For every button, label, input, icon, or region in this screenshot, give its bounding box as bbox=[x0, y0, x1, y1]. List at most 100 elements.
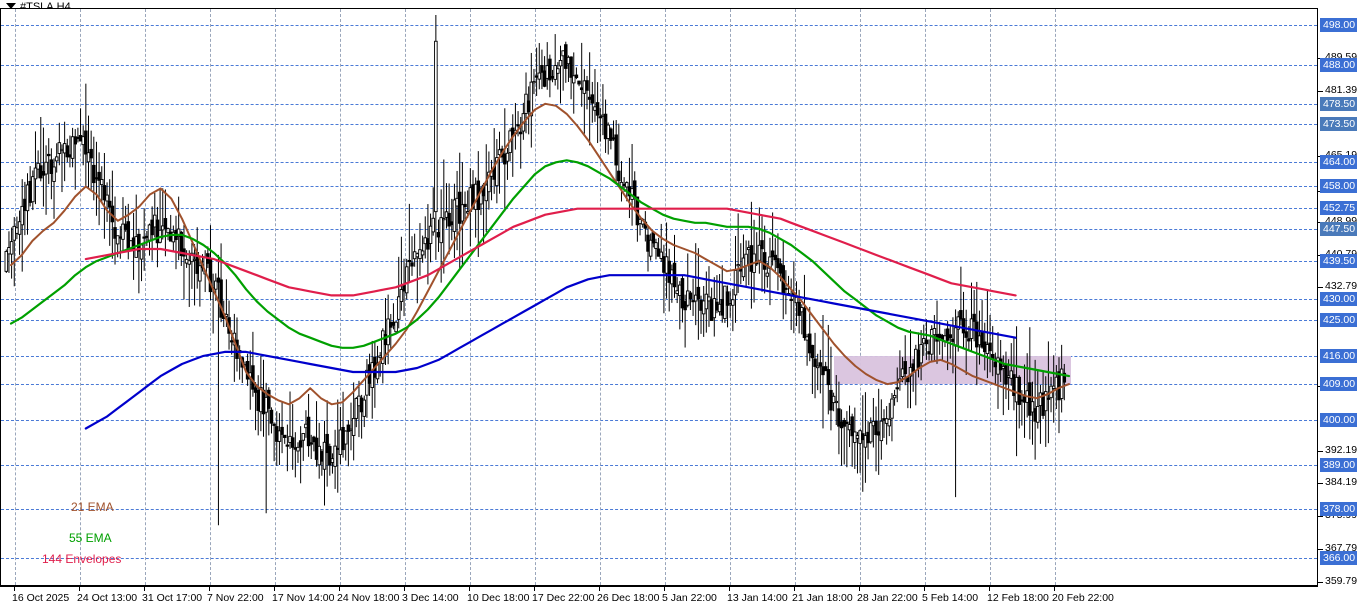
price-level-label[interactable]: 400.00 bbox=[1320, 413, 1358, 428]
gridline-h bbox=[1, 319, 1317, 321]
price-level-label[interactable]: 447.50 bbox=[1320, 221, 1358, 236]
gridline-v bbox=[405, 9, 406, 585]
candlestick bbox=[879, 399, 884, 460]
price-level-label[interactable]: 430.00 bbox=[1320, 292, 1358, 307]
gridline-h bbox=[1, 557, 1317, 559]
chart-plot-area[interactable]: 21 EMA 55 EMA 144 Envelopes bbox=[0, 8, 1318, 586]
series-55-ema bbox=[9, 159, 1071, 378]
candlestick bbox=[959, 266, 963, 326]
candlestick bbox=[179, 230, 184, 266]
price-level-label[interactable]: 366.00 bbox=[1320, 550, 1358, 565]
candlestick bbox=[70, 127, 75, 168]
candlestick bbox=[874, 406, 878, 472]
candlestick bbox=[31, 170, 35, 211]
candlestick bbox=[290, 404, 295, 470]
candlestick bbox=[529, 52, 534, 148]
candlestick bbox=[972, 289, 976, 342]
candlestick bbox=[20, 179, 24, 272]
candlestick bbox=[166, 227, 170, 241]
candlestick bbox=[17, 210, 22, 255]
candlestick bbox=[776, 233, 780, 291]
candlestick bbox=[988, 314, 992, 373]
price-level-label[interactable]: 488.00 bbox=[1320, 58, 1358, 73]
candlestick bbox=[158, 188, 162, 244]
price-level-label[interactable]: 378.00 bbox=[1320, 502, 1358, 517]
candlestick bbox=[826, 324, 831, 415]
candlestick bbox=[574, 67, 579, 80]
gridline-h bbox=[1, 65, 1317, 67]
time-axis-tick bbox=[274, 586, 275, 591]
candlestick bbox=[868, 417, 873, 444]
candlestick bbox=[325, 400, 329, 487]
price-level-label[interactable]: 498.00 bbox=[1320, 18, 1358, 33]
chevron-down-icon[interactable] bbox=[6, 3, 16, 9]
candlestick bbox=[813, 332, 817, 399]
price-level-label[interactable]: 439.50 bbox=[1320, 254, 1358, 269]
candlestick bbox=[52, 158, 56, 219]
price-level-label[interactable]: 389.00 bbox=[1320, 457, 1358, 472]
time-axis-label: 26 Dec 18:00 bbox=[597, 592, 660, 604]
price-level-label[interactable]: 478.50 bbox=[1320, 96, 1358, 111]
price-level-label[interactable]: 416.00 bbox=[1320, 348, 1358, 363]
time-axis[interactable]: 16 Oct 2025 24 Oct 13:00 31 Oct 17:00 7 Nov… bbox=[0, 586, 1318, 611]
time-axis-tick bbox=[14, 586, 15, 591]
candlestick bbox=[548, 54, 552, 98]
candlestick bbox=[961, 291, 966, 349]
candlestick bbox=[495, 139, 499, 204]
candlestick bbox=[301, 433, 306, 461]
candlestick bbox=[1004, 351, 1008, 400]
candlestick bbox=[654, 238, 658, 260]
candlestick bbox=[614, 120, 618, 183]
candlestick bbox=[309, 434, 313, 460]
price-level-label[interactable]: 458.00 bbox=[1320, 179, 1358, 194]
time-axis-label: 5 Feb 14:00 bbox=[922, 592, 979, 604]
price-axis-tick bbox=[1318, 287, 1323, 289]
time-axis-label: 24 Oct 13:00 bbox=[77, 592, 138, 604]
candlestick bbox=[789, 278, 793, 330]
time-axis-tick bbox=[859, 586, 860, 591]
candlestick bbox=[784, 270, 788, 315]
candlestick bbox=[100, 166, 104, 203]
price-axis-tick bbox=[1318, 516, 1323, 518]
candlestick bbox=[9, 227, 14, 279]
candlestick bbox=[1036, 369, 1040, 429]
gridline-v bbox=[990, 9, 991, 585]
price-level-label[interactable]: 473.50 bbox=[1320, 116, 1358, 131]
price-axis-tick-label: 359.79 bbox=[1325, 574, 1358, 587]
gridline-v bbox=[80, 9, 81, 585]
candlestick bbox=[648, 233, 653, 261]
candlestick bbox=[585, 75, 589, 110]
candlestick bbox=[540, 49, 544, 90]
candlestick bbox=[296, 442, 300, 463]
candlestick bbox=[484, 144, 488, 233]
candlestick bbox=[282, 434, 287, 444]
candlestick bbox=[688, 290, 693, 311]
gridline-h bbox=[1, 123, 1317, 125]
candlestick bbox=[121, 197, 125, 251]
candlestick bbox=[659, 223, 664, 262]
legend-ema55: 55 EMA bbox=[69, 531, 112, 545]
price-level-label[interactable]: 409.00 bbox=[1320, 377, 1358, 392]
price-axis-tick bbox=[1318, 549, 1323, 551]
price-level-label[interactable]: 464.00 bbox=[1320, 155, 1358, 170]
candlestick bbox=[975, 281, 979, 386]
price-level-label[interactable]: 452.75 bbox=[1320, 200, 1358, 215]
candlestick bbox=[142, 208, 146, 271]
price-axis-tick-label: 432.79 bbox=[1325, 280, 1358, 293]
price-axis[interactable]: 489.59481.39465.19456.59448.99440.79432.… bbox=[1318, 8, 1362, 586]
gridline-h bbox=[1, 299, 1317, 301]
candlestick bbox=[534, 47, 539, 96]
price-level-label[interactable]: 425.00 bbox=[1320, 312, 1358, 327]
candlestick bbox=[105, 182, 109, 222]
price-axis-tick-label: 367.79 bbox=[1325, 542, 1358, 555]
candlestick bbox=[773, 238, 778, 274]
time-axis-label: 21 Jan 18:00 bbox=[792, 592, 853, 604]
candlestick bbox=[404, 258, 409, 300]
candlestick bbox=[582, 69, 587, 134]
candlestick bbox=[617, 123, 621, 186]
candlestick bbox=[407, 203, 412, 284]
time-axis-label: 17 Dec 22:00 bbox=[532, 592, 595, 604]
price-axis-tick-label: 392.19 bbox=[1325, 443, 1358, 456]
time-axis-tick bbox=[144, 586, 145, 591]
